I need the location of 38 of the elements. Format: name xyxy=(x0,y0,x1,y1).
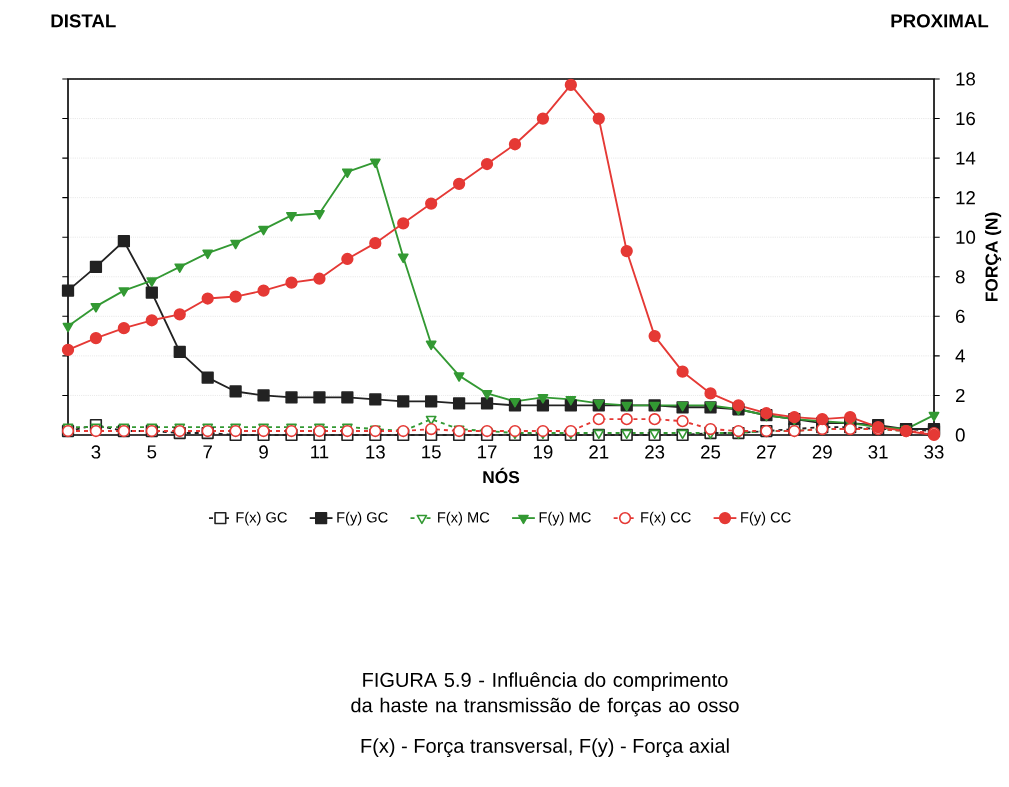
y-tick-label: 6 xyxy=(956,309,965,323)
x-tick-label: 15 xyxy=(422,445,441,459)
y-tick-label: 14 xyxy=(956,151,976,165)
x-tick-label: 21 xyxy=(589,445,609,459)
y-tick-label: 0 xyxy=(955,428,965,442)
y-tick-label: 16 xyxy=(956,111,976,126)
x-tick-label: 9 xyxy=(259,445,268,459)
text: DISTAL xyxy=(51,14,116,28)
x-tick-label: 27 xyxy=(756,445,776,459)
legend-label: F(x) CC xyxy=(641,511,691,526)
x-tick-label: 3 xyxy=(91,445,101,459)
legend-label: F(y) MC xyxy=(539,511,591,526)
x-tick-label: 33 xyxy=(924,445,944,459)
x-axis-title: NÓS xyxy=(483,467,520,484)
text: FIGURA 5.9 - Influência do comprimento da haste na transmissão de forças ao osso xyxy=(351,672,739,717)
x-tick-label: 17 xyxy=(478,445,497,459)
y-axis-title: FORÇA (N) xyxy=(984,212,1002,302)
x-tick-label: 31 xyxy=(868,445,888,459)
x-tick-label: 19 xyxy=(533,445,553,459)
y-tick-label: 10 xyxy=(956,230,976,244)
x-tick-label: 7 xyxy=(203,445,212,459)
x-tick-label: 11 xyxy=(311,445,329,459)
legend-label: F(x) MC xyxy=(438,511,490,526)
legend-label: F(x) GC xyxy=(236,511,287,526)
x-tick-label: 5 xyxy=(147,445,157,459)
legend-label: F(y) GC xyxy=(337,511,388,526)
x-tick-label: 23 xyxy=(645,445,665,459)
y-tick-label: 2 xyxy=(956,388,965,402)
x-tick-label: 25 xyxy=(701,445,721,459)
x-tick-label: 13 xyxy=(366,445,385,459)
x-tick-label: 29 xyxy=(812,445,832,459)
y-tick-label: 8 xyxy=(955,270,965,284)
y-tick-label: 18 xyxy=(956,72,976,86)
y-tick-label: 12 xyxy=(956,191,975,205)
legend-label: F(y) CC xyxy=(741,511,791,526)
text: PROXIMAL xyxy=(891,14,989,28)
text: F(x) - Força transversal, F(y) - Força axial xyxy=(361,738,729,757)
y-tick-label: 4 xyxy=(955,349,965,363)
